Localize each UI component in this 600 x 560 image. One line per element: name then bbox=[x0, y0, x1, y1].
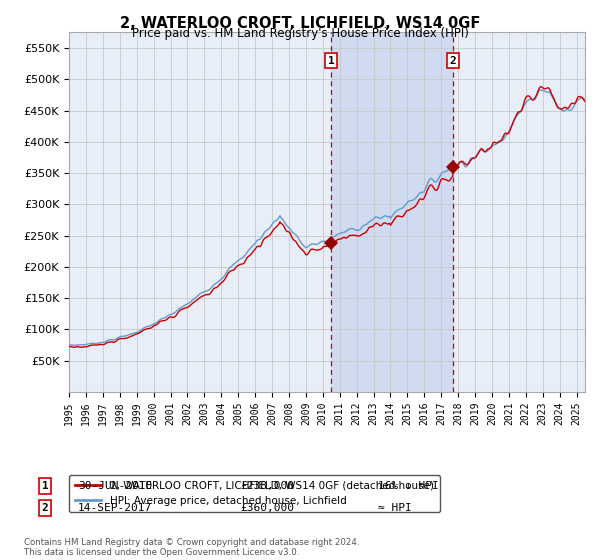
Bar bbox=[331, 32, 453, 392]
Text: 14-SEP-2017: 14-SEP-2017 bbox=[78, 503, 152, 513]
Text: 1: 1 bbox=[328, 55, 335, 66]
Text: Price paid vs. HM Land Registry's House Price Index (HPI): Price paid vs. HM Land Registry's House … bbox=[131, 27, 469, 40]
Text: 2: 2 bbox=[41, 503, 49, 513]
Text: 2: 2 bbox=[450, 55, 457, 66]
Text: £238,000: £238,000 bbox=[240, 481, 294, 491]
Text: ≈ HPI: ≈ HPI bbox=[378, 503, 412, 513]
Text: Contains HM Land Registry data © Crown copyright and database right 2024.
This d: Contains HM Land Registry data © Crown c… bbox=[24, 538, 359, 557]
Text: £360,000: £360,000 bbox=[240, 503, 294, 513]
Text: 1: 1 bbox=[41, 481, 49, 491]
Text: 30-JUN-2010: 30-JUN-2010 bbox=[78, 481, 152, 491]
Legend: 2, WATERLOO CROFT, LICHFIELD, WS14 0GF (detached house), HPI: Average price, det: 2, WATERLOO CROFT, LICHFIELD, WS14 0GF (… bbox=[69, 474, 440, 512]
Text: 16% ↓ HPI: 16% ↓ HPI bbox=[378, 481, 439, 491]
Text: 2, WATERLOO CROFT, LICHFIELD, WS14 0GF: 2, WATERLOO CROFT, LICHFIELD, WS14 0GF bbox=[120, 16, 480, 31]
